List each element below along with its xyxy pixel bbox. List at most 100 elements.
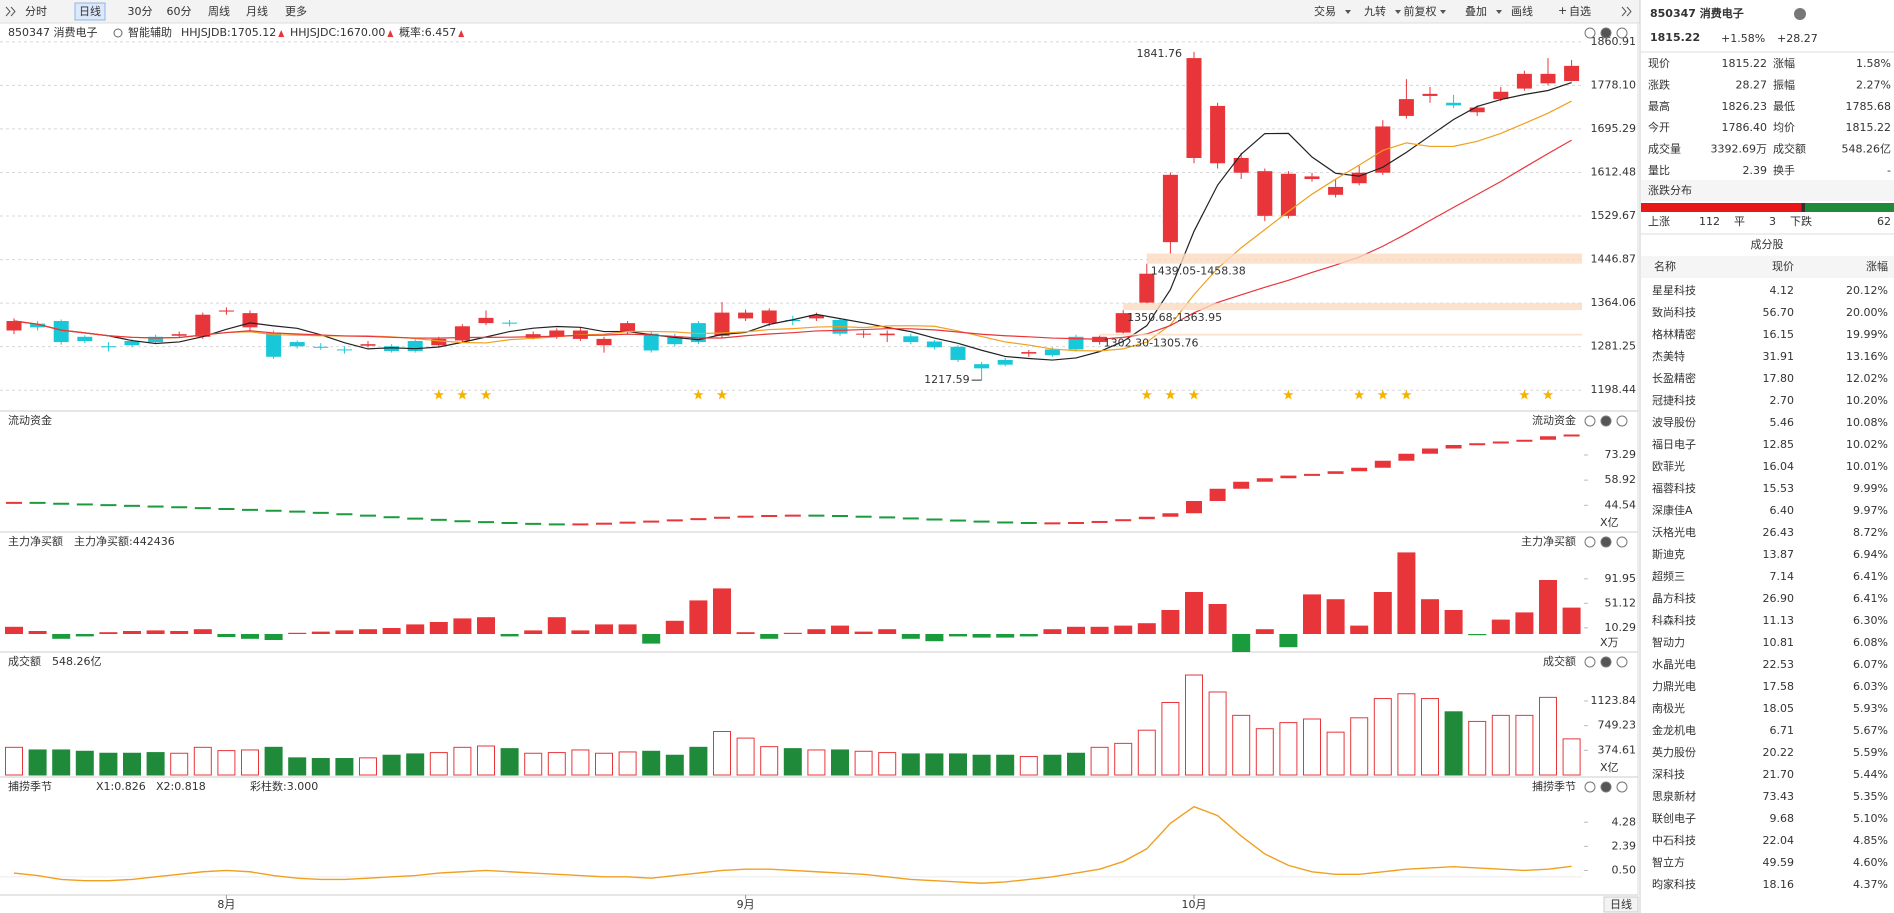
- moving-average-line: [13, 139, 1572, 340]
- panel-icon[interactable]: [1584, 415, 1596, 427]
- stock-name[interactable]: 晶方科技: [1652, 591, 1696, 605]
- net-buy-bar: [1539, 580, 1557, 634]
- stock-name[interactable]: 波导股份: [1652, 416, 1696, 429]
- toolbar-button[interactable]: 叠加: [1465, 5, 1487, 18]
- toolbar-tab[interactable]: 60分: [167, 5, 192, 18]
- quote-label: 今开: [1648, 120, 1670, 134]
- stock-change: 10.01%: [1846, 460, 1888, 473]
- expand-icon[interactable]: [1621, 6, 1627, 17]
- flow-bar: [666, 519, 683, 522]
- toolbar-tab[interactable]: 月线: [246, 4, 268, 18]
- stock-name[interactable]: 水晶光电: [1652, 657, 1696, 671]
- table-header[interactable]: 涨幅: [1866, 260, 1888, 273]
- net-buy-bar: [1137, 623, 1156, 634]
- stock-name[interactable]: 格林精密: [1652, 327, 1696, 341]
- info-icon[interactable]: [1794, 8, 1806, 20]
- collapse-icon[interactable]: [10, 6, 16, 17]
- stock-name[interactable]: 斯迪克: [1652, 548, 1685, 561]
- stock-name[interactable]: 杰美特: [1652, 349, 1685, 363]
- stock-name[interactable]: 致尚科技: [1652, 305, 1696, 319]
- low-label: 1217.59: [924, 373, 970, 386]
- panel-icon[interactable]: [1600, 415, 1612, 427]
- stock-name[interactable]: 冠捷科技: [1652, 393, 1696, 407]
- panel-icon[interactable]: [1600, 536, 1612, 548]
- flow-bar: [690, 518, 707, 521]
- toolbar-button[interactable]: 前复权: [1404, 4, 1437, 18]
- panel-icon[interactable]: [1616, 781, 1628, 793]
- panel-icon[interactable]: [1584, 781, 1596, 793]
- stock-name[interactable]: 福日电子: [1652, 437, 1696, 451]
- stock-change: 20.00%: [1846, 306, 1888, 319]
- toolbar-button[interactable]: 画线: [1511, 4, 1533, 18]
- expand-icon[interactable]: [1626, 6, 1632, 17]
- panel-icon[interactable]: [1616, 27, 1628, 39]
- stock-name[interactable]: 智立方: [1652, 855, 1685, 869]
- turnover-bar: [1326, 731, 1345, 776]
- stock-change: 5.10%: [1853, 812, 1888, 825]
- stock-name[interactable]: 昀家科技: [1652, 877, 1696, 891]
- period-box[interactable]: [1603, 896, 1639, 913]
- toolbar-tab[interactable]: 更多: [285, 4, 307, 18]
- turnover-bar: [1137, 729, 1156, 776]
- panel-icon[interactable]: [1616, 656, 1628, 668]
- toolbar-tab[interactable]: 日线: [79, 4, 101, 18]
- stock-name[interactable]: 深康佳A: [1652, 503, 1693, 517]
- stock-name[interactable]: 超频三: [1652, 569, 1685, 583]
- stock-name[interactable]: 科森科技: [1652, 613, 1696, 627]
- stock-name[interactable]: 中石科技: [1652, 833, 1696, 847]
- stock-name[interactable]: 南极光: [1652, 701, 1685, 715]
- panel-icon[interactable]: [1600, 656, 1612, 668]
- stock-name[interactable]: 沃格光电: [1652, 525, 1696, 539]
- stock-name[interactable]: 智动力: [1652, 635, 1685, 649]
- panel-icon[interactable]: [1600, 27, 1612, 39]
- table-header[interactable]: 现价: [1772, 260, 1794, 273]
- y-tick-label: 10.29: [1605, 621, 1637, 634]
- panel-icon[interactable]: [1584, 27, 1596, 39]
- quote-value: 1.58%: [1856, 57, 1891, 70]
- dropdown-arrow: [1496, 10, 1502, 14]
- stock-name[interactable]: 金龙机电: [1652, 723, 1696, 737]
- flow-bar: [1280, 475, 1297, 479]
- panel-icon[interactable]: [1616, 536, 1628, 548]
- assist-icon[interactable]: [113, 28, 123, 38]
- turnover-bar: [689, 746, 708, 776]
- stock-name[interactable]: 星星科技: [1652, 283, 1696, 297]
- turnover-bar: [28, 749, 47, 776]
- toolbar-button[interactable]: 自选: [1569, 5, 1591, 18]
- flow-bar: [454, 520, 471, 523]
- stock-name[interactable]: 联创电子: [1652, 812, 1696, 825]
- signal-star: [1542, 389, 1554, 400]
- panel-icon[interactable]: [1584, 656, 1596, 668]
- distribution-title: 涨跌分布: [1648, 183, 1692, 197]
- toolbar-button[interactable]: 交易: [1314, 4, 1336, 18]
- stock-name[interactable]: 欧菲光: [1652, 459, 1685, 473]
- stock-name[interactable]: 福蓉科技: [1652, 481, 1696, 495]
- panel-icon[interactable]: [1584, 536, 1596, 548]
- stock-price: 16.15: [1763, 328, 1795, 341]
- y-tick-label: 1364.06: [1591, 296, 1637, 309]
- toolbar-button[interactable]: 九转: [1364, 4, 1386, 18]
- toolbar-tab[interactable]: 分时: [25, 5, 47, 18]
- net-buy-bar: [831, 625, 849, 634]
- table-header[interactable]: 名称: [1654, 259, 1676, 273]
- turnover-bar: [1043, 754, 1062, 776]
- stock-name[interactable]: 深科技: [1652, 767, 1685, 781]
- stock-change: 6.41%: [1853, 570, 1888, 583]
- toolbar-tab[interactable]: 30分: [128, 5, 153, 18]
- period-label[interactable]: 日线: [1610, 897, 1632, 911]
- toolbar-tab[interactable]: 周线: [208, 4, 230, 18]
- candle-body: [1021, 352, 1037, 354]
- net-buy-bar: [783, 632, 802, 634]
- panel-icon[interactable]: [1600, 781, 1612, 793]
- stock-name[interactable]: 长盈精密: [1652, 371, 1696, 385]
- stock-name[interactable]: 思泉新材: [1652, 789, 1696, 803]
- collapse-icon[interactable]: [5, 6, 11, 17]
- net-buy-bar: [1161, 610, 1180, 634]
- net-buy-bar: [500, 634, 519, 637]
- turnover-bar: [1255, 728, 1274, 776]
- stock-name[interactable]: 英力股份: [1652, 745, 1696, 759]
- panel-icon[interactable]: [1616, 415, 1628, 427]
- flat-bar: [1801, 203, 1806, 212]
- stock-name[interactable]: 力鼎光电: [1652, 679, 1696, 693]
- net-buy-bar: [972, 634, 991, 638]
